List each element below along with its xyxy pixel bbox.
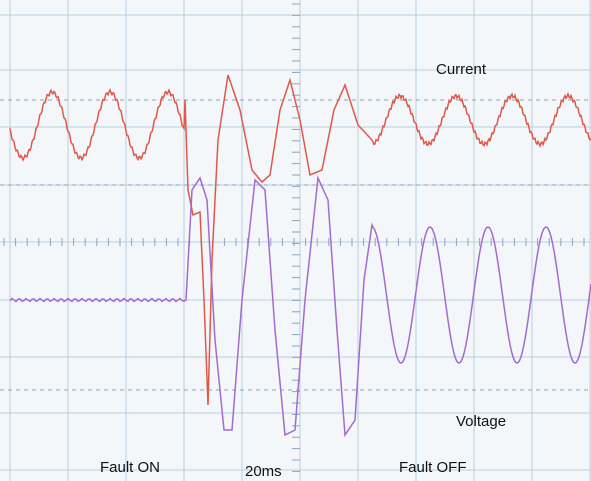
current-label: Current xyxy=(436,61,487,78)
time-division-label: 20ms xyxy=(245,463,282,480)
page: Current Voltage Fault ON 20ms Fault OFF … xyxy=(0,0,591,481)
oscilloscope-screen: Current Voltage Fault ON 20ms Fault OFF xyxy=(0,0,591,481)
voltage-label: Voltage xyxy=(456,413,506,430)
fault-on-label: Fault ON xyxy=(100,459,160,476)
fault-off-label: Fault OFF xyxy=(399,459,467,476)
